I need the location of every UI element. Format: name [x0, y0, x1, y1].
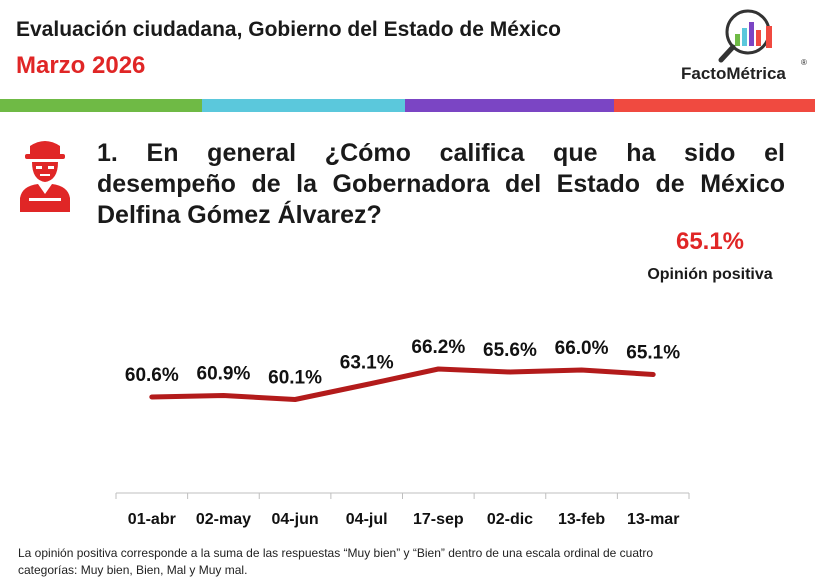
x-tick-label: 02-may: [196, 511, 251, 528]
color-band-red: [614, 99, 815, 112]
governor-person-icon: [20, 141, 70, 212]
data-label: 65.1%: [626, 343, 680, 364]
data-label: 66.0%: [555, 338, 609, 359]
data-label: 65.6%: [483, 340, 537, 361]
footnote-line: categorías: Muy bien, Bien, Mal y Muy ma…: [18, 563, 248, 577]
x-tick-label: 04-jul: [346, 511, 388, 528]
positive-opinion-label: Opinión positiva: [647, 266, 773, 283]
magnifier-chart-icon: [718, 9, 772, 63]
registered-mark: ®: [801, 58, 807, 67]
factometrica-logo: [718, 9, 772, 63]
question-line: 1. En general ¿Cómo califica que ha sido…: [97, 139, 785, 167]
question-line: Delfina Gómez Álvarez?: [97, 201, 382, 229]
footnote: La opinión positiva corresponde a la sum…: [18, 545, 808, 579]
x-tick-label: 02-dic: [487, 511, 533, 528]
data-label: 63.1%: [340, 353, 394, 374]
question-line: desempeño de la Gobernadora del Estado d…: [97, 170, 785, 198]
footnote-line: La opinión positiva corresponde a la sum…: [18, 546, 654, 560]
color-band-purple: [405, 99, 614, 112]
current-positive-opinion-value: 65.1%: [675, 228, 745, 255]
brand-name: FactoMétrica: [681, 64, 786, 83]
x-tick-label: 17-sep: [413, 511, 464, 528]
report-date: Marzo 2026: [16, 52, 146, 79]
data-label: 60.9%: [197, 364, 251, 385]
x-tick-label: 13-mar: [627, 511, 679, 528]
color-band-cyan: [202, 99, 405, 112]
series-line: [149, 366, 656, 402]
data-label: 60.1%: [268, 368, 322, 389]
x-tick-label: 04-jun: [272, 511, 319, 528]
data-label: 66.2%: [411, 337, 465, 358]
positive-opinion-line-chart: 60.6% 60.9% 60.1% 63.1% 66.2% 65.6% 66.0% 65.1%…: [115, 337, 690, 528]
survey-question: 1. En general ¿Cómo califica que ha sido…: [97, 138, 785, 231]
x-tick-label: 13-feb: [558, 511, 605, 528]
data-label: 60.6%: [125, 365, 179, 386]
x-tick-label: 01-abr: [128, 511, 176, 528]
page-title: Evaluación ciudadana, Gobierno del Estad…: [16, 18, 561, 41]
color-band-green: [0, 99, 202, 112]
